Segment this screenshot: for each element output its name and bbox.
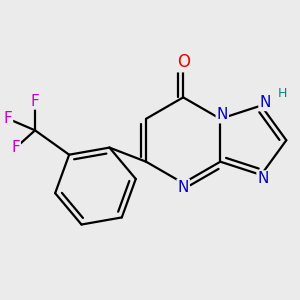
Text: O: O <box>177 53 190 71</box>
Text: N: N <box>257 171 269 186</box>
Text: N: N <box>217 107 228 122</box>
Text: F: F <box>31 94 39 109</box>
Text: N: N <box>178 179 189 194</box>
Text: H: H <box>278 87 287 101</box>
Text: F: F <box>3 111 12 126</box>
Text: N: N <box>259 95 271 110</box>
Text: F: F <box>11 140 20 155</box>
